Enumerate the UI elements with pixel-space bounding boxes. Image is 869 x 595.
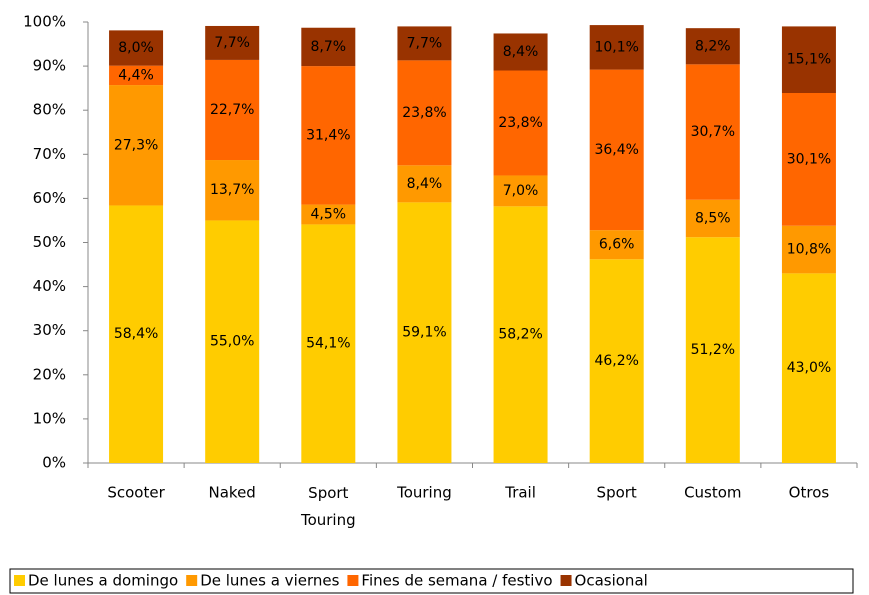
x-tick-label: Custom — [684, 484, 741, 502]
y-tick-label: 30% — [33, 321, 66, 339]
bar-segment — [397, 60, 452, 166]
data-label: 55,0% — [210, 334, 254, 350]
data-label: 30,7% — [691, 124, 735, 140]
y-tick-label: 20% — [33, 365, 66, 383]
data-label: 15,1% — [787, 52, 831, 68]
legend-swatch — [14, 575, 25, 586]
data-label: 7,7% — [214, 35, 250, 51]
data-label: 8,4% — [407, 176, 443, 192]
data-label: 30,1% — [787, 151, 831, 167]
data-label: 22,7% — [210, 102, 254, 118]
bar-segment — [781, 273, 836, 463]
bar-segment — [301, 27, 356, 67]
legend-label: De lunes a domingo — [28, 572, 178, 590]
bar-segment — [109, 205, 164, 463]
bar-segment — [685, 199, 740, 238]
data-label: 23,8% — [498, 115, 542, 131]
x-tick-label: Otros — [789, 484, 830, 502]
x-tick-label: Naked — [209, 484, 256, 502]
data-label: 43,0% — [787, 360, 831, 376]
legend-label: Ocasional — [575, 572, 648, 590]
y-tick-label: 80% — [33, 101, 66, 119]
x-tick-label: Sport — [597, 484, 637, 502]
bar-segment — [589, 69, 644, 231]
data-label: 4,4% — [118, 67, 154, 83]
bar-segment — [109, 65, 164, 86]
data-label: 27,3% — [114, 137, 158, 153]
data-label: 7,0% — [503, 183, 539, 199]
data-label: 31,4% — [306, 127, 350, 143]
data-label: 58,4% — [114, 326, 158, 342]
x-tick-label: Sport Touring — [300, 484, 356, 529]
bar-segment — [781, 26, 836, 94]
data-label: 8,4% — [503, 44, 539, 60]
legend-swatch — [560, 575, 572, 586]
bar-segment — [685, 64, 740, 200]
bar-segment — [205, 160, 260, 221]
bar-segment — [493, 70, 548, 176]
y-tick-label: 40% — [33, 277, 66, 295]
bar-segment — [493, 206, 548, 463]
bar-segment — [493, 175, 548, 207]
y-tick-label: 50% — [33, 233, 66, 251]
bar-segment — [301, 224, 356, 463]
legend-label: Fines de semana / festivo — [361, 572, 552, 590]
data-label: 8,0% — [118, 40, 154, 56]
y-tick-label: 100% — [23, 13, 66, 31]
data-label: 54,1% — [306, 336, 350, 352]
data-label: 7,7% — [407, 35, 443, 51]
bar-segment — [397, 202, 452, 463]
data-label: 59,1% — [402, 325, 446, 341]
bar-segment — [301, 204, 356, 225]
data-label: 4,5% — [311, 206, 347, 222]
bar-segment — [685, 237, 740, 463]
bar-segment — [781, 225, 836, 274]
bar-segment — [589, 230, 644, 260]
data-label: 13,7% — [210, 182, 254, 198]
bar-segment — [589, 25, 644, 70]
bar-segment — [781, 93, 836, 226]
y-tick-label: 10% — [33, 409, 66, 427]
data-label: 8,7% — [311, 39, 347, 55]
data-label: 6,6% — [599, 237, 635, 253]
x-tick-label: Touring — [396, 484, 452, 502]
legend-box — [9, 568, 854, 594]
bar-segment — [301, 66, 356, 205]
data-label: 51,2% — [691, 342, 735, 358]
legend-swatch — [186, 575, 198, 586]
data-label: 58,2% — [498, 327, 542, 343]
bar-segment — [397, 26, 452, 61]
bar-segment — [205, 59, 260, 161]
bar-segment — [109, 85, 164, 206]
bar-segment — [493, 33, 548, 71]
data-label: 10,1% — [594, 39, 638, 55]
legend-label: De lunes a viernes — [200, 572, 339, 590]
y-tick-label: 60% — [33, 189, 66, 207]
x-tick-label: Trail — [504, 484, 536, 502]
y-tick-label: 90% — [33, 57, 66, 75]
bar-segment — [205, 220, 260, 463]
data-label: 10,8% — [787, 242, 831, 258]
bar-segment — [589, 259, 644, 463]
data-label: 46,2% — [594, 353, 638, 369]
y-tick-label: 70% — [33, 145, 66, 163]
data-label: 8,5% — [695, 210, 731, 226]
data-label: 23,8% — [402, 105, 446, 121]
legend-swatch — [347, 575, 359, 586]
data-label: 8,2% — [695, 38, 731, 54]
bar-segment — [109, 30, 164, 66]
bar-segment — [397, 165, 452, 203]
bar-segment — [685, 28, 740, 65]
bar-segment — [205, 25, 260, 60]
y-tick-label: 0% — [42, 454, 66, 472]
data-label: 36,4% — [594, 142, 638, 158]
x-tick-label: Scooter — [107, 484, 165, 502]
